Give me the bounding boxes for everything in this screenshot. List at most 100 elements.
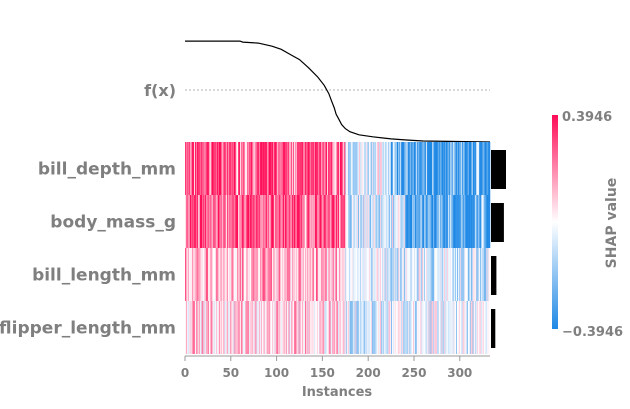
- heatmap-cell: [369, 195, 371, 248]
- heatmap-cell: [401, 195, 403, 248]
- heatmap-cell: [426, 248, 428, 301]
- feature-label-bill_depth_mm: bill_depth_mm: [38, 160, 176, 180]
- heatmap-cell: [293, 195, 295, 248]
- heatmap-cell: [187, 195, 189, 248]
- heatmap-cell: [464, 301, 466, 354]
- heatmap-cell: [381, 301, 383, 354]
- heatmap-cell: [468, 301, 470, 354]
- heatmap-cell: [436, 142, 439, 195]
- heatmap-cell: [413, 248, 416, 301]
- heatmap-cell: [413, 195, 416, 248]
- heatmap-cell: [200, 195, 202, 248]
- heatmap-cell: [233, 195, 235, 248]
- heatmap-cell: [370, 195, 373, 248]
- heatmap-cell: [359, 142, 362, 195]
- heatmap-cell: [283, 142, 285, 195]
- heatmap-cell: [275, 301, 277, 354]
- heatmap-cell: [207, 195, 210, 248]
- heatmap-cell: [293, 142, 296, 195]
- heatmap-cell: [304, 142, 307, 195]
- heatmap-cell: [444, 248, 446, 301]
- heatmap-cell: [473, 142, 475, 195]
- heatmap-cell: [364, 142, 366, 195]
- heatmap-cell: [274, 142, 276, 195]
- heatmap-cell: [479, 195, 482, 248]
- heatmap-cell: [454, 195, 456, 248]
- heatmap-cell: [380, 195, 382, 248]
- heatmap-cell: [259, 142, 261, 195]
- heatmap-cell: [206, 248, 209, 301]
- heatmap-cell: [329, 142, 331, 195]
- heatmap-cell: [240, 248, 243, 301]
- heatmap-cell: [260, 248, 262, 301]
- heatmap-cell: [285, 301, 287, 354]
- heatmap-cell: [422, 142, 424, 195]
- heatmap-cell: [440, 248, 442, 301]
- heatmap-cell: [414, 142, 417, 195]
- heatmap-cell: [402, 248, 404, 301]
- heatmap-cell: [446, 195, 448, 248]
- heatmap-cell: [473, 248, 475, 301]
- heatmap-cell: [239, 301, 242, 354]
- heatmap-cell: [366, 195, 368, 248]
- heatmap-cell: [319, 195, 321, 248]
- heatmap-cell: [315, 248, 318, 301]
- heatmap-cell: [325, 248, 327, 301]
- heatmap-cell: [287, 142, 289, 195]
- heatmap-cell: [455, 301, 457, 354]
- heatmap-cell: [446, 301, 449, 354]
- heatmap-cell: [345, 195, 347, 248]
- heatmap-cell: [343, 248, 345, 301]
- heatmap-cell: [487, 195, 489, 248]
- heatmap-cell: [287, 248, 289, 301]
- heatmap-cell: [251, 195, 254, 248]
- heatmap-cell: [467, 248, 469, 301]
- feature-label-bill_length_mm: bill_length_mm: [32, 266, 176, 286]
- heatmap-cell: [389, 195, 391, 248]
- heatmap-cell: [457, 301, 459, 354]
- heatmap-cell: [206, 142, 209, 195]
- heatmap-cell: [481, 142, 483, 195]
- heatmap-cell: [326, 248, 329, 301]
- heatmap-cell: [405, 195, 407, 248]
- heatmap-cell: [219, 195, 221, 248]
- heatmap-cell: [442, 301, 444, 354]
- heatmap-cell: [453, 248, 455, 301]
- heatmap-cell: [334, 142, 336, 195]
- heatmap-cell: [402, 195, 404, 248]
- heatmap-cell: [447, 195, 450, 248]
- heatmap-cell: [246, 248, 248, 301]
- heatmap-cell: [452, 142, 454, 195]
- heatmap-cell: [464, 248, 466, 301]
- heatmap-cell: [299, 248, 301, 301]
- heatmap-cell: [262, 301, 265, 354]
- heatmap-cell: [226, 142, 228, 195]
- heatmap-cell: [462, 142, 464, 195]
- heatmap-cell: [446, 248, 448, 301]
- heatmap-cell: [288, 195, 290, 248]
- heatmap-cell: [285, 248, 287, 301]
- heatmap-cell: [407, 248, 409, 301]
- heatmap-cell: [442, 195, 444, 248]
- heatmap-cell: [286, 248, 288, 301]
- heatmap-cell: [340, 195, 342, 248]
- heatmap-cell: [471, 248, 473, 301]
- heatmap-cell: [445, 301, 447, 354]
- heatmap-cell: [228, 248, 230, 301]
- heatmap-cell: [415, 195, 417, 248]
- heatmap-cell: [193, 248, 195, 301]
- heatmap-cell: [340, 301, 342, 354]
- heatmap-cell: [451, 301, 453, 354]
- heatmap-cell: [379, 195, 381, 248]
- heatmap-cell: [435, 301, 437, 354]
- heatmap-cell: [381, 301, 384, 354]
- heatmap-cell: [216, 301, 218, 354]
- heatmap-cell: [257, 301, 259, 354]
- heatmap-cell: [348, 301, 351, 354]
- heatmap-cell: [227, 195, 229, 248]
- heatmap-cell: [421, 195, 423, 248]
- heatmap-cell: [463, 301, 465, 354]
- heatmap-cell: [477, 248, 479, 301]
- heatmap-cell: [248, 195, 250, 248]
- heatmap-cell: [365, 301, 367, 354]
